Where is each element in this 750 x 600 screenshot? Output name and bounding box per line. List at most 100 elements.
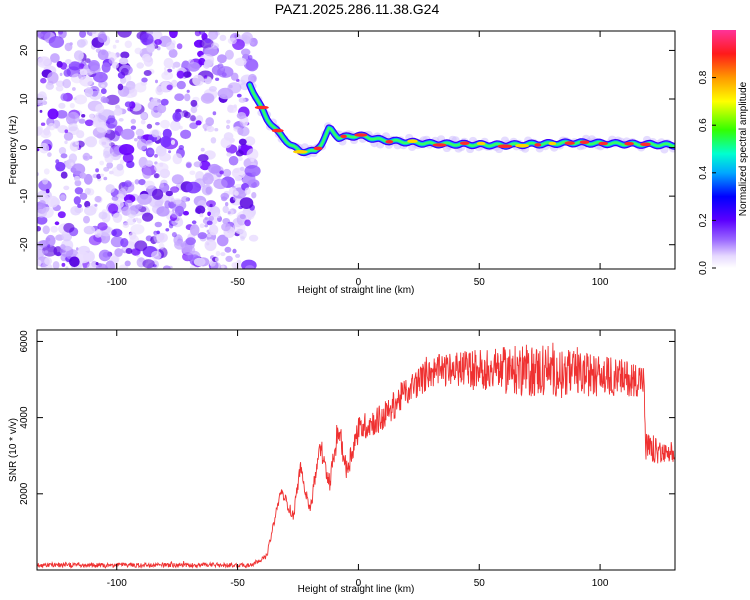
- spectrogram-noise-blob: [199, 160, 211, 171]
- spectrogram-noise-blob: [76, 130, 85, 139]
- spectrogram-noise-blob: [156, 232, 168, 243]
- spectrogram-noise-blob: [37, 56, 52, 68]
- spectrogram-noise-blob: [37, 148, 40, 152]
- spectrogram-noise-blob: [189, 122, 198, 129]
- spectrogram-noise-blob: [185, 181, 201, 194]
- spectrogram-noise-blob: [45, 82, 54, 90]
- spectrogram-noise-blob: [219, 170, 224, 175]
- spectrogram-noise-blob: [151, 106, 163, 118]
- spectrogram-noise-blob: [172, 111, 182, 122]
- spectrogram-noise-blob: [130, 224, 145, 235]
- spectrogram-noise-blob: [183, 71, 192, 78]
- spectrogram-noise-blob: [100, 88, 107, 95]
- spectrogram-noise-blob: [74, 206, 84, 214]
- spectrogram-noise-blob: [156, 206, 170, 217]
- spectrogram-noise-blob: [163, 69, 169, 76]
- spectrogram-noise-blob: [65, 266, 69, 269]
- snr-y-tick-label: 6000: [19, 330, 30, 353]
- snr-x-tick-label: -50: [230, 578, 245, 589]
- spectrogram-y-tick-label: 20: [19, 44, 30, 56]
- spectrogram-noise-blob: [127, 106, 134, 112]
- spectrogram-ridge-peak: [271, 128, 284, 133]
- spectrogram-noise-blob: [140, 119, 146, 125]
- spectrogram-noise-blob: [214, 128, 219, 132]
- spectrogram-noise-blob: [224, 49, 234, 60]
- spectrogram-noise-blob: [221, 265, 225, 269]
- spectrogram-frame: [36, 30, 676, 270]
- spectrogram-noise-blob: [185, 237, 196, 246]
- spectrogram-noise-blob: [117, 83, 124, 91]
- spectrogram-noise-blob: [124, 180, 132, 188]
- spectrogram-noise-blob: [75, 140, 79, 146]
- spectrogram-noise-blob: [103, 146, 114, 157]
- spectrogram-noise-blob: [37, 248, 45, 259]
- spectrogram-noise-blob: [192, 74, 205, 86]
- spectrogram-noise-blob: [95, 263, 108, 269]
- figure-title: PAZ1.2025.286.11.38.G24: [275, 1, 440, 17]
- spectrogram-ridge-peak: [624, 141, 634, 146]
- spectrogram-noise-blob: [120, 202, 123, 206]
- spectrogram-noise-blob: [230, 72, 239, 81]
- spectrogram-noise-blob: [60, 153, 68, 159]
- spectrogram-noise-blob: [63, 185, 70, 191]
- spectrogram-noise-blob: [84, 87, 94, 98]
- spectrogram-noise-blob: [55, 161, 66, 172]
- spectrogram-noise-blob: [152, 188, 164, 200]
- snr-x-label: Height of straight line (km): [298, 584, 415, 595]
- spectrogram-noise-blob: [193, 257, 206, 267]
- spectrogram-noise-blob: [55, 80, 65, 87]
- spectrogram-noise-blob: [111, 61, 119, 69]
- spectrogram-noise-blob: [145, 139, 153, 146]
- spectrogram-noise-blob: [195, 171, 205, 181]
- spectrogram-noise-blob: [208, 224, 219, 236]
- spectrogram-noise-blob: [190, 106, 198, 114]
- spectrogram-y-tick-label: -20: [19, 237, 30, 252]
- spectrogram-x-tick-label: 0: [356, 277, 362, 288]
- spectrogram-noise-blob: [151, 129, 159, 138]
- spectrogram-noise-blob: [237, 127, 244, 136]
- spectrogram-noise-blob: [189, 170, 196, 176]
- spectrogram-ridge-peak: [598, 141, 608, 146]
- spectrogram-noise-blob: [112, 212, 123, 223]
- spectrogram-noise-blob: [83, 173, 93, 185]
- spectrogram-noise-blob: [113, 108, 123, 116]
- spectrogram-noise-blob: [54, 221, 60, 226]
- spectrogram-noise-blob: [173, 61, 181, 68]
- spectrogram-noise-blob: [227, 82, 242, 94]
- spectrogram-noise-blob: [79, 192, 88, 200]
- spectrogram-noise-blob: [244, 187, 251, 195]
- spectrogram-noise-blob: [60, 244, 66, 250]
- spectrogram-noise-blob: [236, 259, 242, 264]
- spectrogram-noise-blob: [37, 98, 43, 106]
- spectrogram-noise-blob: [231, 262, 239, 269]
- colorbar-scale: [712, 30, 736, 268]
- spectrogram-noise-blob: [247, 54, 253, 61]
- spectrogram-x-tick-label: 50: [474, 277, 486, 288]
- spectrogram-noise-blob: [241, 48, 251, 56]
- spectrogram-noise-blob: [50, 225, 58, 233]
- spectrogram-noise-blob: [97, 49, 109, 60]
- spectrogram-ridge-peak: [564, 141, 575, 145]
- spectrogram-noise-blob: [200, 147, 205, 152]
- spectrogram-noise-blob: [94, 195, 102, 203]
- spectrogram-noise-blob: [134, 179, 140, 185]
- spectrogram-noise-blob: [130, 118, 136, 124]
- spectrogram-noise-blob: [68, 122, 78, 132]
- spectrogram-noise-blob: [229, 137, 235, 143]
- colorbar-tick-label: 0.0: [698, 261, 709, 275]
- spectrogram-noise-blob: [142, 212, 154, 222]
- spectrogram-noise-blob: [63, 69, 71, 77]
- spectrogram-noise-blob: [58, 147, 67, 155]
- spectrogram-noise-blob: [189, 224, 200, 236]
- spectrogram-noise-blob: [165, 228, 170, 232]
- spectrogram-noise-blob: [234, 175, 242, 182]
- spectrogram-noise-blob: [150, 97, 161, 106]
- spectrogram-noise-blob: [210, 262, 222, 269]
- spectrogram-noise-blob: [118, 118, 124, 122]
- spectrogram-noise-blob: [178, 145, 184, 150]
- spectrogram-noise-blob: [235, 253, 241, 258]
- spectrogram-noise-blob: [59, 62, 68, 70]
- spectrogram-noise-blob: [119, 159, 125, 165]
- spectrogram-noise-blob: [83, 225, 96, 235]
